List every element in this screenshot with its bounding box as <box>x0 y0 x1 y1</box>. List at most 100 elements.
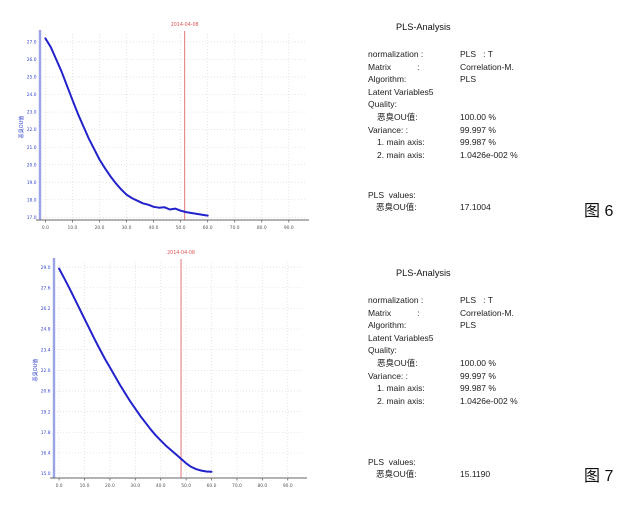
analysis-row-label: 2. main axis: <box>377 395 425 406</box>
analysis-row-label: Matrix : <box>368 307 420 318</box>
svg-text:恶臭OU值: 恶臭OU值 <box>32 359 39 382</box>
pls-result-row: 恶臭OU值: 15.1190 <box>376 468 490 480</box>
svg-text:17.0: 17.0 <box>27 215 37 221</box>
analysis-row: Variance: : 99.997 % <box>368 124 518 137</box>
svg-text:70.0: 70.0 <box>232 483 242 489</box>
analysis-row-value: 1.0426e-002 % <box>460 149 518 160</box>
analysis-row-label: Matrix : <box>368 61 420 72</box>
analysis-row: Matrix : Correlation-M. <box>368 307 518 320</box>
analysis-row: normalization : PLS : T <box>368 294 518 307</box>
svg-text:40.0: 40.0 <box>156 483 166 489</box>
analysis-row: normalization : PLS : T <box>368 48 518 61</box>
svg-text:2014-04-08: 2014-04-08 <box>171 22 199 28</box>
pls-result-label: 恶臭OU值: <box>376 202 417 212</box>
svg-text:20.0: 20.0 <box>95 225 105 231</box>
svg-text:20.0: 20.0 <box>105 483 115 489</box>
analysis-row-value: 100.00 % <box>460 357 496 368</box>
analysis-row-label: 1. main axis: <box>377 383 425 394</box>
svg-text:0.0: 0.0 <box>56 483 63 489</box>
svg-text:80.0: 80.0 <box>257 483 267 489</box>
svg-text:2014-04-08: 2014-04-08 <box>167 250 195 256</box>
analysis-row: Algorithm: PLS <box>368 319 518 332</box>
analysis-row: Quality: <box>368 98 518 111</box>
analysis-row-value: PLS <box>460 320 477 331</box>
ou-decay-chart-figure6: 2014-04-08 0.0 10.0 20.0 30.0 40.0 50.0 60.0 70.… <box>18 22 309 231</box>
analysis-row-label: 2. main axis: <box>377 149 425 160</box>
pls-values-block-figure6: PLS values: 恶臭OU值: 17.1004 <box>362 189 491 213</box>
svg-text:24.0: 24.0 <box>27 92 37 98</box>
svg-text:24.8: 24.8 <box>41 327 51 333</box>
svg-text:16.4: 16.4 <box>41 451 51 457</box>
analysis-rows: normalization : PLS : T Matrix : Correlatio… <box>368 48 518 161</box>
svg-text:50.0: 50.0 <box>176 225 186 231</box>
svg-text:17.8: 17.8 <box>41 430 51 436</box>
panel-title: PLS-Analysis <box>396 22 451 32</box>
svg-text:30.0: 30.0 <box>122 225 132 231</box>
svg-text:70.0: 70.0 <box>230 225 240 231</box>
svg-text:10.0: 10.0 <box>80 483 90 489</box>
analysis-row-value: 99.987 % <box>460 137 496 148</box>
svg-text:60.0: 60.0 <box>207 483 217 489</box>
analysis-row: 2. main axis: 1.0426e-002 % <box>368 395 518 408</box>
analysis-row-value: 99.997 % <box>460 370 496 381</box>
svg-text:26.0: 26.0 <box>27 57 37 63</box>
svg-text:21.0: 21.0 <box>27 145 37 151</box>
svg-text:30.0: 30.0 <box>130 483 140 489</box>
svg-text:15.0: 15.0 <box>41 471 51 477</box>
analysis-row: 1. main axis: 99.987 % <box>368 136 518 149</box>
svg-text:22.0: 22.0 <box>41 368 51 374</box>
svg-text:19.2: 19.2 <box>41 409 51 415</box>
analysis-row: Latent Variables5 <box>368 86 518 99</box>
analysis-row-label: normalization : <box>368 295 424 305</box>
analysis-row: Algorithm: PLS <box>368 73 518 86</box>
svg-text:18.0: 18.0 <box>27 197 37 203</box>
analysis-row: 1. main axis: 99.987 % <box>368 382 518 395</box>
svg-text:23.4: 23.4 <box>41 347 51 353</box>
svg-text:60.0: 60.0 <box>203 225 213 231</box>
svg-text:19.0: 19.0 <box>27 180 37 186</box>
pls-analysis-panel-figure7: PLS-Analysis normalization : PLS : T Matri… <box>362 268 518 407</box>
analysis-row-value: 99.987 % <box>460 383 496 394</box>
svg-text:90.0: 90.0 <box>284 225 294 231</box>
pls-analysis-panel-figure6: PLS-Analysis normalization : PLS : T Matri… <box>362 22 518 161</box>
figure6-caption: 图 6 <box>584 203 614 220</box>
svg-text:0.0: 0.0 <box>42 225 49 231</box>
analysis-row-label: Latent Variables5 <box>368 332 434 343</box>
svg-text:50.0: 50.0 <box>181 483 191 489</box>
analysis-row-label: 1. main axis: <box>377 137 425 148</box>
analysis-row-value: Correlation-M. <box>460 61 514 72</box>
ou-decay-chart-figure7: 2014-04-08 0.0 10.0 20.0 30.0 40.0 50.0 60.0 70.… <box>32 250 307 489</box>
svg-text:90.0: 90.0 <box>283 483 293 489</box>
svg-text:20.0: 20.0 <box>27 162 37 168</box>
svg-text:22.0: 22.0 <box>27 127 37 133</box>
pls-result-row: 恶臭OU值: 17.1004 <box>376 201 491 213</box>
analysis-row-label: Latent Variables5 <box>368 86 434 97</box>
pls-result-value: 15.1190 <box>460 469 491 479</box>
analysis-row-value: 99.997 % <box>460 124 496 135</box>
analysis-row-value: PLS <box>460 74 477 85</box>
svg-text:23.0: 23.0 <box>27 110 37 116</box>
pls-result-label: 恶臭OU值: <box>376 469 417 479</box>
svg-text:27.6: 27.6 <box>41 285 51 291</box>
analysis-row: 2. main axis: 1.0426e-002 % <box>368 149 518 162</box>
analysis-row-label: Quality: <box>368 99 397 110</box>
analysis-row: Matrix : Correlation-M. <box>368 61 518 74</box>
analysis-row-label: 恶臭OU值: <box>377 357 418 368</box>
figure7-caption: 图 7 <box>584 468 614 485</box>
analysis-row: 恶臭OU值: 100.00 % <box>368 357 518 370</box>
analysis-row-label: Variance: : <box>368 370 409 381</box>
analysis-row-value: PLS : T <box>460 49 493 59</box>
pls-values-heading: PLS values: <box>368 190 416 200</box>
svg-text:27.0: 27.0 <box>27 39 37 45</box>
analysis-row-value: Correlation-M. <box>460 307 514 318</box>
svg-text:10.0: 10.0 <box>68 225 78 231</box>
analysis-row: Quality: <box>368 344 518 357</box>
analysis-rows: normalization : PLS : T Matrix : Correlatio… <box>368 294 518 407</box>
svg-text:20.6: 20.6 <box>41 389 51 395</box>
svg-text:26.2: 26.2 <box>41 306 51 312</box>
svg-text:恶臭OU值: 恶臭OU值 <box>18 116 25 139</box>
analysis-row-label: normalization : <box>368 49 424 59</box>
pls-values-heading: PLS values: <box>368 457 416 467</box>
analysis-row: 恶臭OU值: 100.00 % <box>368 111 518 124</box>
